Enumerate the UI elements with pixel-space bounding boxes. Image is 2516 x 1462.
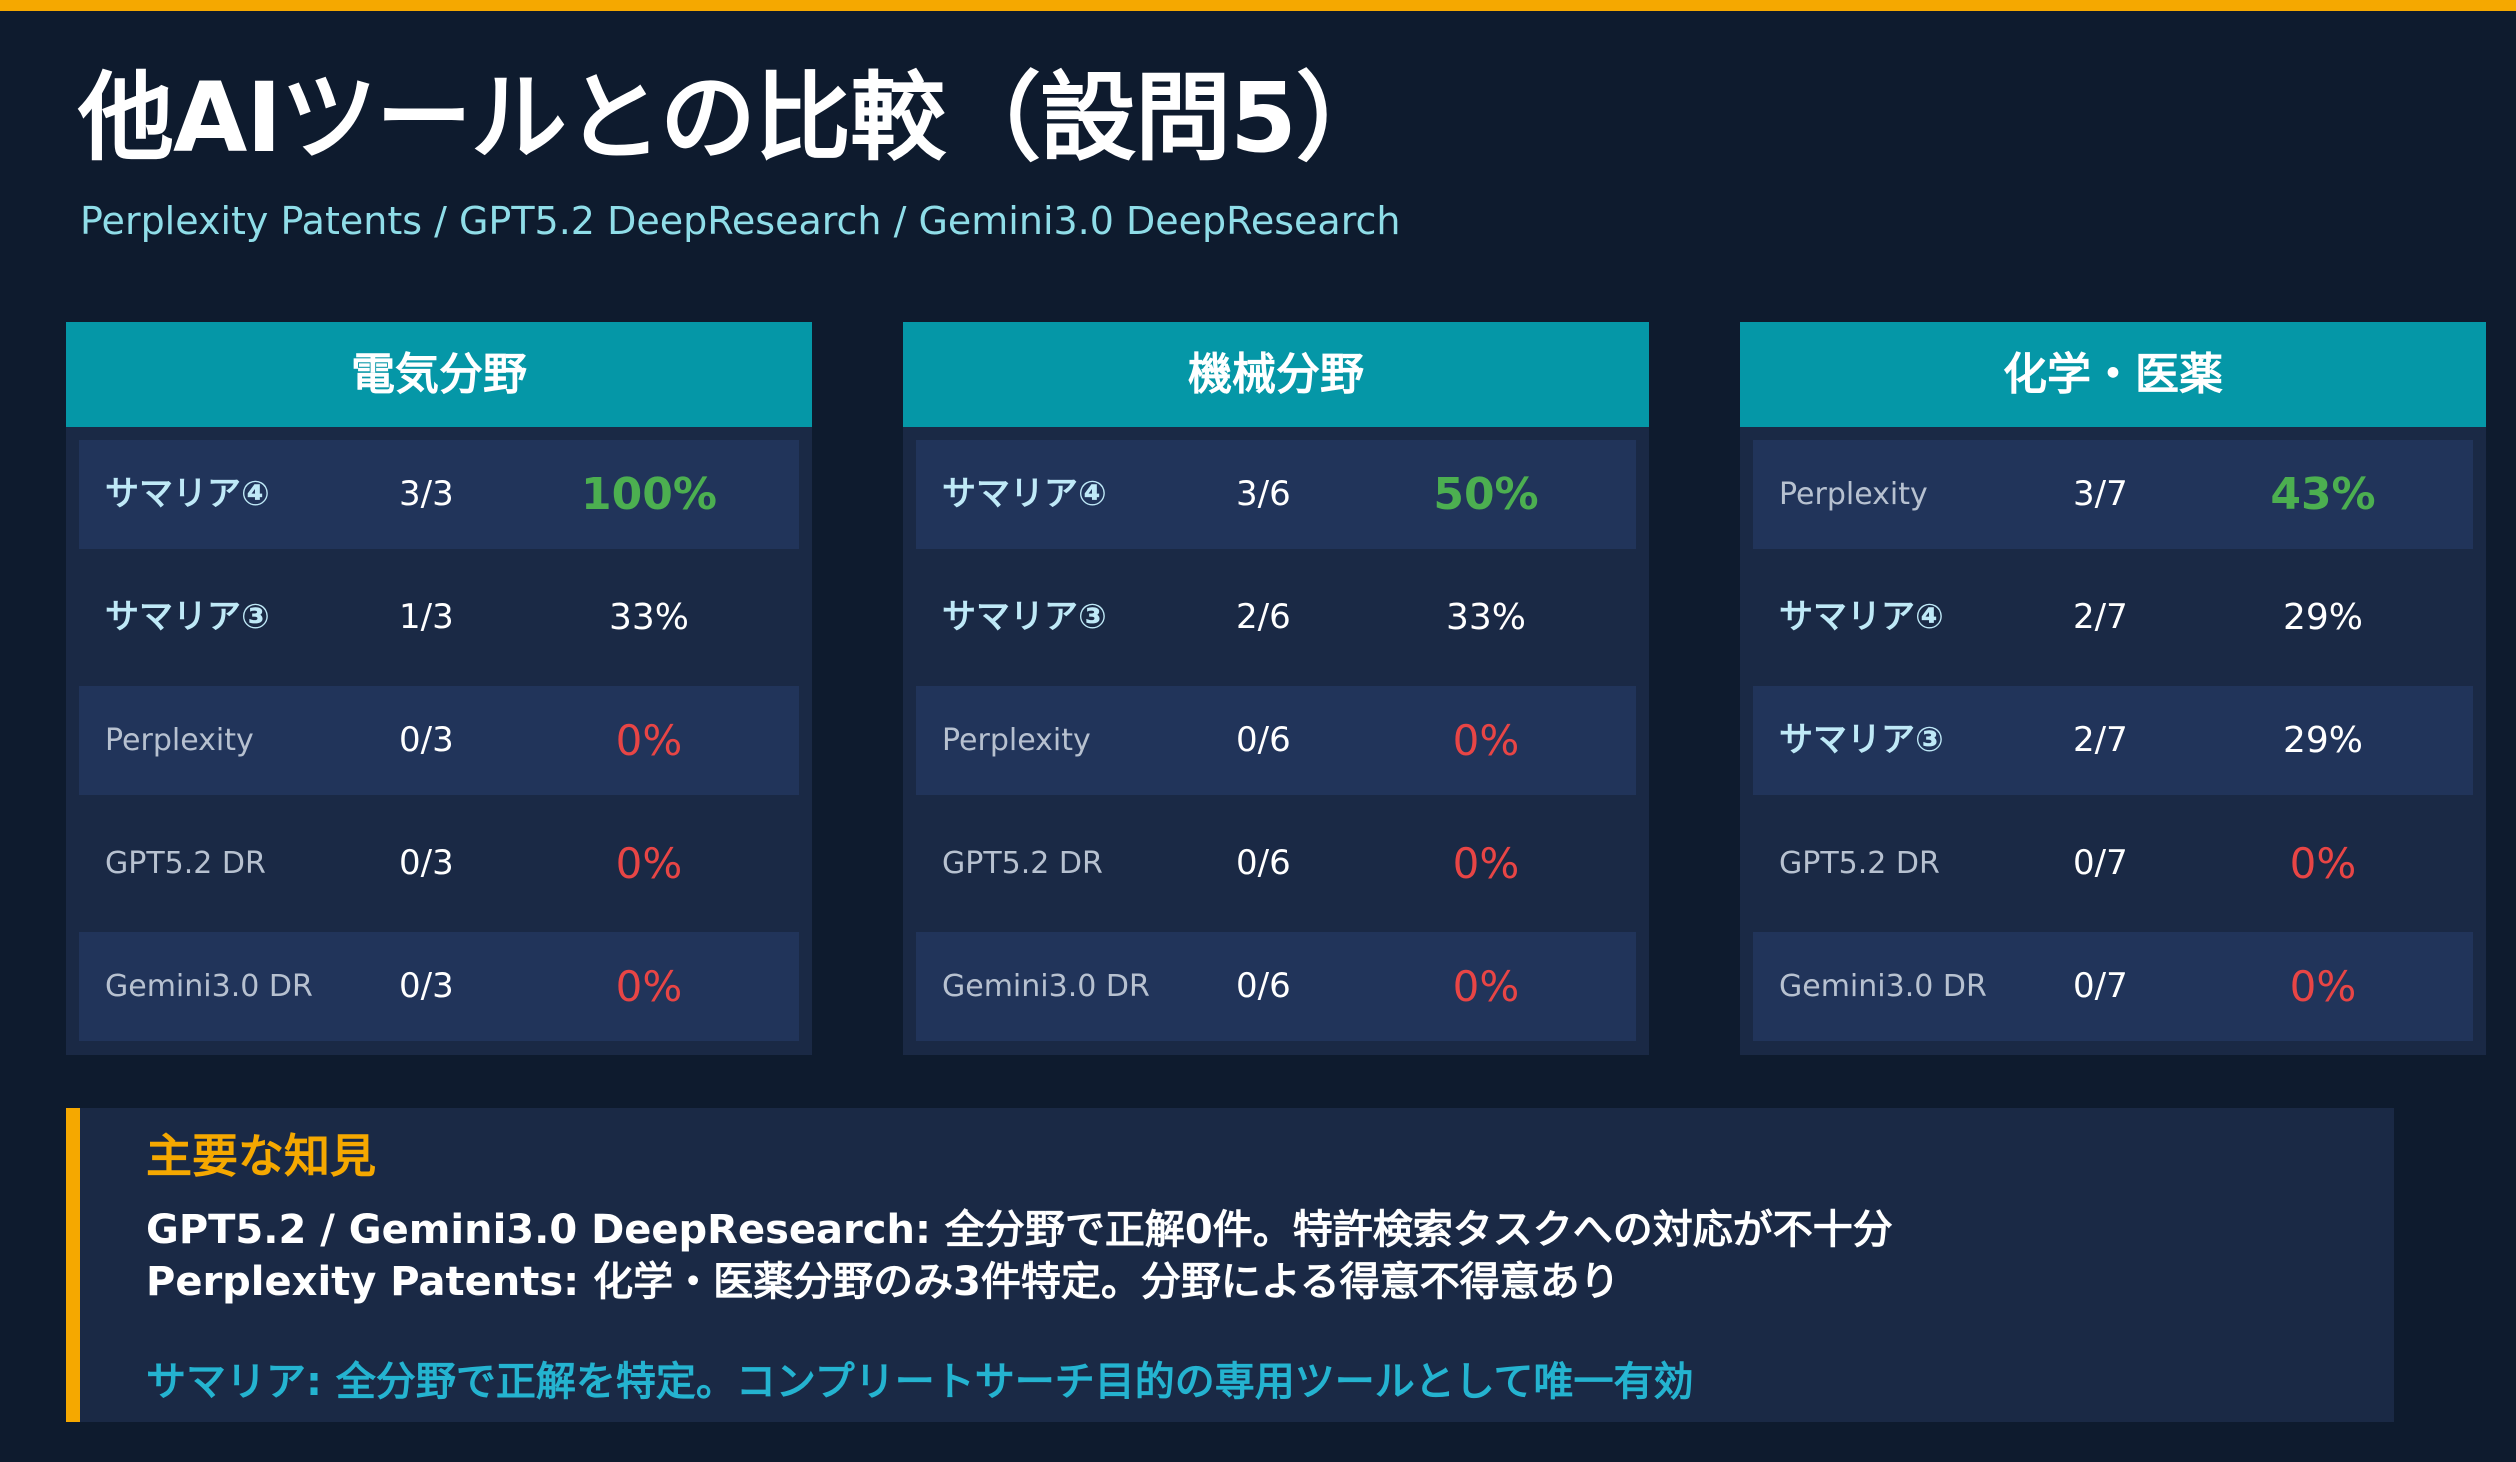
- tool-name: Perplexity: [105, 723, 254, 758]
- hit-fraction: 0/7: [2073, 843, 2128, 883]
- panel-header: 電気分野: [66, 322, 812, 427]
- panel-mechanical: 機械分野 サマリア④ 3/6 50% サマリア③ 2/6 33% Perplexity 0/6…: [903, 322, 1649, 1055]
- table-row: Gemini3.0 DR 0/3 0%: [79, 932, 799, 1041]
- finding-deepresearch: GPT5.2 / Gemini3.0 DeepResearch: 全分野で正解0…: [146, 1207, 1893, 1253]
- table-row: GPT5.2 DR 0/7 0%: [1753, 809, 2473, 918]
- table-row: サマリア③ 1/3 33%: [79, 563, 799, 672]
- hit-fraction: 0/3: [399, 720, 454, 760]
- tool-name: サマリア③: [942, 597, 1107, 637]
- table-row: サマリア④ 3/3 100%: [79, 440, 799, 549]
- tool-name: Perplexity: [1779, 477, 1928, 512]
- hit-fraction: 0/3: [399, 966, 454, 1006]
- hit-percent: 29%: [2282, 597, 2363, 638]
- hit-percent: 0%: [1452, 839, 1520, 888]
- findings-accent-bar: [66, 1108, 80, 1422]
- finding-perplexity: Perplexity Patents: 化学・医薬分野のみ3件特定。分野による得…: [146, 1259, 1620, 1305]
- hit-fraction: 3/7: [2073, 474, 2128, 514]
- panel-header: 化学・医薬: [1740, 322, 2486, 427]
- hit-percent: 0%: [1452, 962, 1520, 1011]
- hit-fraction: 3/6: [1236, 474, 1291, 514]
- result-rows: Perplexity 3/7 43% サマリア④ 2/7 29% サマリア③ 2/7 29% GP…: [1753, 440, 2473, 1041]
- finding-samaria-conclusion: サマリア: 全分野で正解を特定。コンプリートサーチ目的の専用ツールとして唯一有効: [146, 1359, 1694, 1405]
- hit-fraction: 2/6: [1236, 597, 1291, 637]
- tool-name: Gemini3.0 DR: [942, 969, 1150, 1004]
- panel-header: 機械分野: [903, 322, 1649, 427]
- hit-fraction: 0/6: [1236, 720, 1291, 760]
- tool-name: Perplexity: [942, 723, 1091, 758]
- table-row: サマリア④ 2/7 29%: [1753, 563, 2473, 672]
- table-row: Perplexity 0/6 0%: [916, 686, 1636, 795]
- tool-name: GPT5.2 DR: [942, 846, 1103, 881]
- table-row: Perplexity 0/3 0%: [79, 686, 799, 795]
- table-row: Gemini3.0 DR 0/6 0%: [916, 932, 1636, 1041]
- hit-percent: 33%: [608, 597, 689, 638]
- table-row: サマリア④ 3/6 50%: [916, 440, 1636, 549]
- table-row: Perplexity 3/7 43%: [1753, 440, 2473, 549]
- hit-percent: 0%: [2289, 962, 2357, 1011]
- tool-name: サマリア③: [105, 597, 270, 637]
- tool-name: サマリア④: [1779, 597, 1944, 637]
- page-title: 他AIツールとの比較（設問5）: [78, 62, 1392, 174]
- panel-electrical: 電気分野 サマリア④ 3/3 100% サマリア③ 1/3 33% Perplexity 0/…: [66, 322, 812, 1055]
- hit-percent: 0%: [615, 962, 683, 1011]
- page-subtitle: Perplexity Patents / GPT5.2 DeepResearch…: [80, 199, 1401, 243]
- hit-percent: 29%: [2282, 720, 2363, 761]
- tool-name: GPT5.2 DR: [105, 846, 266, 881]
- tool-name: サマリア④: [105, 474, 270, 514]
- panel-chemistry-pharma: 化学・医薬 Perplexity 3/7 43% サマリア④ 2/7 29% サマリア③ 2/…: [1740, 322, 2486, 1055]
- hit-fraction: 0/7: [2073, 966, 2128, 1006]
- tool-name: GPT5.2 DR: [1779, 846, 1940, 881]
- key-findings-box: 主要な知見 GPT5.2 / Gemini3.0 DeepResearch: 全…: [66, 1108, 2394, 1422]
- hit-fraction: 2/7: [2073, 720, 2128, 760]
- hit-percent: 0%: [1452, 716, 1520, 765]
- hit-fraction: 3/3: [399, 474, 454, 514]
- tool-name: Gemini3.0 DR: [105, 969, 313, 1004]
- hit-fraction: 0/6: [1236, 966, 1291, 1006]
- hit-percent: 33%: [1445, 597, 1526, 638]
- table-row: GPT5.2 DR 0/6 0%: [916, 809, 1636, 918]
- hit-percent: 0%: [615, 839, 683, 888]
- tool-name: Gemini3.0 DR: [1779, 969, 1987, 1004]
- hit-percent: 50%: [1433, 469, 1539, 520]
- hit-fraction: 0/6: [1236, 843, 1291, 883]
- top-accent-bar: [0, 0, 2516, 11]
- tool-name: サマリア④: [942, 474, 1107, 514]
- table-row: Gemini3.0 DR 0/7 0%: [1753, 932, 2473, 1041]
- result-rows: サマリア④ 3/6 50% サマリア③ 2/6 33% Perplexity 0/6 0% GPT…: [916, 440, 1636, 1041]
- hit-percent: 0%: [615, 716, 683, 765]
- hit-percent: 100%: [581, 469, 717, 520]
- findings-title: 主要な知見: [146, 1129, 376, 1183]
- table-row: サマリア③ 2/6 33%: [916, 563, 1636, 672]
- hit-percent: 0%: [2289, 839, 2357, 888]
- table-row: サマリア③ 2/7 29%: [1753, 686, 2473, 795]
- tool-name: サマリア③: [1779, 720, 1944, 760]
- table-row: GPT5.2 DR 0/3 0%: [79, 809, 799, 918]
- hit-percent: 43%: [2270, 469, 2376, 520]
- result-rows: サマリア④ 3/3 100% サマリア③ 1/3 33% Perplexity 0/3 0% GP…: [79, 440, 799, 1041]
- hit-fraction: 2/7: [2073, 597, 2128, 637]
- hit-fraction: 0/3: [399, 843, 454, 883]
- hit-fraction: 1/3: [399, 597, 454, 637]
